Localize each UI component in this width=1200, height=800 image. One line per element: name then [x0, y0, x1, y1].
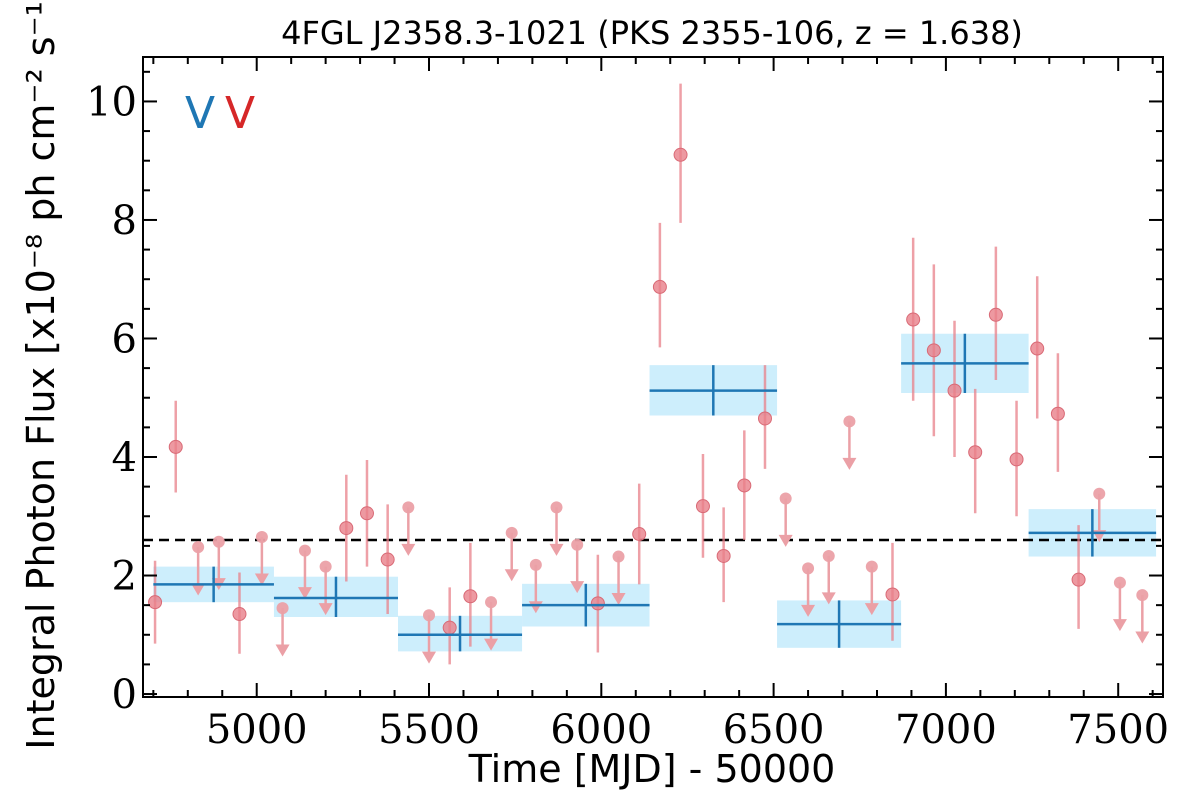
flux-point: [988, 307, 1003, 322]
flux-point: [380, 552, 395, 567]
flux-point: [926, 343, 941, 358]
axis-ticks: 5000 5500 6000 6500 7000 7500 0 2 4 6 8 10: [86, 57, 1169, 753]
upper-limit-arrow: [549, 543, 564, 556]
upper-limit-arrow: [297, 587, 312, 600]
flux-point: [968, 445, 983, 460]
upper-limit-arrow: [864, 603, 879, 616]
flux-point: [463, 589, 478, 604]
flux-point: [673, 147, 688, 162]
y-tick-label: 4: [112, 435, 137, 481]
flux-points: [148, 83, 1086, 665]
flux-point: [590, 596, 605, 611]
upper-limit-arrow: [611, 593, 626, 605]
legend-marker-red: V: [225, 88, 255, 139]
flux-point: [632, 527, 647, 542]
x-tick-label: 6500: [723, 707, 825, 753]
upper-limit-arrow: [422, 651, 437, 664]
binned-flux-crosses: [153, 333, 1157, 652]
y-tick-label: 0: [112, 672, 137, 718]
x-tick-label: 5000: [206, 707, 308, 753]
upper-limit-arrow: [570, 581, 585, 594]
x-tick-label: 7500: [1067, 707, 1169, 753]
flux-point: [695, 499, 710, 514]
y-tick-label: 6: [112, 316, 137, 362]
x-tick-label: 5500: [378, 707, 480, 753]
flux-point: [716, 548, 731, 563]
plot-frame: [142, 56, 1164, 698]
y-tick-label: 2: [112, 554, 137, 600]
upper-limit-arrow: [778, 534, 793, 547]
upper-limit-arrow: [401, 543, 416, 556]
upper-limit-arrow: [1135, 631, 1150, 644]
x-tick-label: 7000: [895, 707, 997, 753]
upper-limit-arrow: [842, 457, 857, 470]
upper-limit-arrow: [318, 603, 333, 616]
flux-point: [885, 587, 900, 602]
y-tick-label: 8: [112, 198, 137, 244]
binned-flux-bands: [153, 333, 1157, 652]
flux-point: [1050, 406, 1065, 421]
upper-limit-arrow: [484, 638, 499, 651]
flux-point: [359, 506, 374, 521]
flux-point: [168, 439, 183, 454]
x-tick-label: 6000: [550, 707, 652, 753]
flux-point: [947, 383, 962, 398]
upper-limit-markers: [191, 415, 1150, 664]
legend-markers: V V: [185, 88, 255, 139]
flux-point: [148, 595, 163, 610]
y-axis-label: Integral Photon Flux [x10⁻⁸ ph cm⁻² s⁻¹]: [19, 0, 63, 750]
upper-limit-arrow: [254, 573, 269, 586]
x-axis-label: Time [MJD] - 50000: [468, 747, 836, 791]
upper-limit-arrow: [504, 569, 519, 582]
flux-point: [737, 478, 752, 493]
upper-limit-arrow: [191, 583, 206, 596]
upper-limit-arrow: [801, 604, 816, 617]
flux-point: [1030, 341, 1045, 356]
upper-limit-arrow: [1112, 619, 1127, 632]
upper-limit-arrow: [821, 592, 836, 605]
flux-point: [906, 312, 921, 327]
flux-point: [442, 620, 457, 635]
legend-marker-blue: V: [185, 88, 215, 139]
flux-point: [1071, 572, 1086, 587]
chart-title: 4FGL J2358.3-1021 (PKS 2355-106, z = 1.6…: [281, 14, 1023, 52]
upper-limit-arrow: [275, 644, 290, 657]
flux-point: [1009, 452, 1024, 467]
flux-point: [652, 279, 667, 294]
flux-point: [757, 411, 772, 426]
y-tick-label: 10: [86, 79, 137, 125]
flux-point: [232, 607, 247, 622]
flux-point: [339, 521, 354, 536]
